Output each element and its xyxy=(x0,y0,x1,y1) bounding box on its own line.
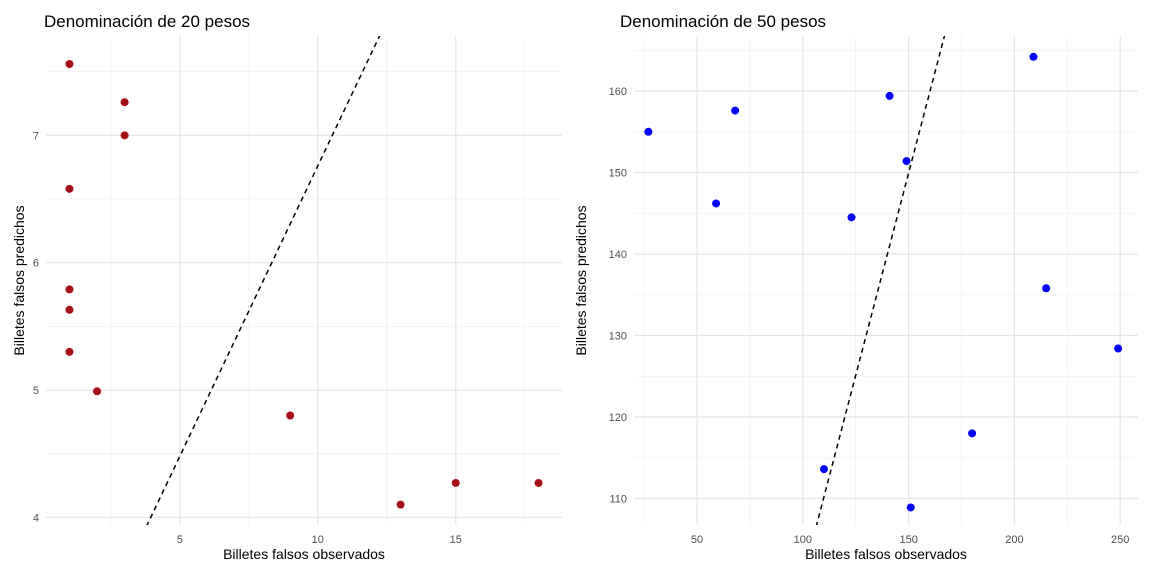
data-point xyxy=(847,213,856,222)
panel-50-pesos: 50 100 150 200 250 110 120 130 140 150 160 Denomina… xyxy=(573,12,1138,562)
x-tick-label: 5 xyxy=(177,534,183,546)
y-tick-label: 6 xyxy=(33,258,39,270)
y-tick-label: 140 xyxy=(609,249,627,261)
data-point xyxy=(120,131,129,140)
data-point xyxy=(1114,344,1123,353)
y-tick-label: 7 xyxy=(33,130,39,142)
panel-20-pesos: 5 10 15 4 5 6 7 Denominación de 20 pesos Billete… xyxy=(11,12,562,562)
y-axis-title: Billetes falsos predichos xyxy=(573,205,589,355)
data-point xyxy=(534,478,543,487)
data-point xyxy=(65,305,74,314)
y-tick-label: 120 xyxy=(609,412,627,424)
data-point xyxy=(731,106,740,115)
data-point xyxy=(902,157,911,166)
reference-line xyxy=(815,36,946,525)
data-point xyxy=(396,500,405,509)
data-point xyxy=(885,91,894,100)
data-point xyxy=(65,347,74,356)
x-tick-label: 100 xyxy=(794,534,812,546)
data-point xyxy=(65,184,74,193)
chart-title: Denominación de 50 pesos xyxy=(620,12,826,31)
data-point xyxy=(451,478,460,487)
y-tick-label: 150 xyxy=(609,168,627,180)
x-tick-label: 15 xyxy=(450,534,462,546)
x-tick-label: 200 xyxy=(1005,534,1023,546)
reference-line xyxy=(146,36,381,525)
data-point xyxy=(120,98,129,107)
data-point xyxy=(712,199,721,208)
data-point xyxy=(65,285,74,294)
y-tick-label: 160 xyxy=(609,86,627,98)
data-point xyxy=(820,465,829,474)
y-tick-label: 5 xyxy=(33,385,39,397)
data-point xyxy=(968,429,977,438)
data-point xyxy=(286,411,295,420)
y-axis-title: Billetes falsos predichos xyxy=(11,205,27,355)
x-axis-title: Billetes falsos observados xyxy=(805,546,967,562)
data-point xyxy=(1042,284,1051,293)
x-axis-title: Billetes falsos observados xyxy=(223,546,385,562)
data-point xyxy=(93,387,102,396)
x-tick-label: 150 xyxy=(899,534,917,546)
x-tick-label: 250 xyxy=(1111,534,1129,546)
data-point xyxy=(906,503,915,512)
y-tick-label: 130 xyxy=(609,331,627,343)
x-tick-label: 50 xyxy=(691,534,703,546)
data-point xyxy=(1029,52,1038,61)
chart-title: Denominación de 20 pesos xyxy=(44,12,250,31)
x-tick-label: 10 xyxy=(312,534,324,546)
data-point xyxy=(65,60,74,69)
y-tick-label: 110 xyxy=(609,494,627,506)
data-point xyxy=(644,127,653,136)
y-tick-label: 4 xyxy=(33,512,39,524)
